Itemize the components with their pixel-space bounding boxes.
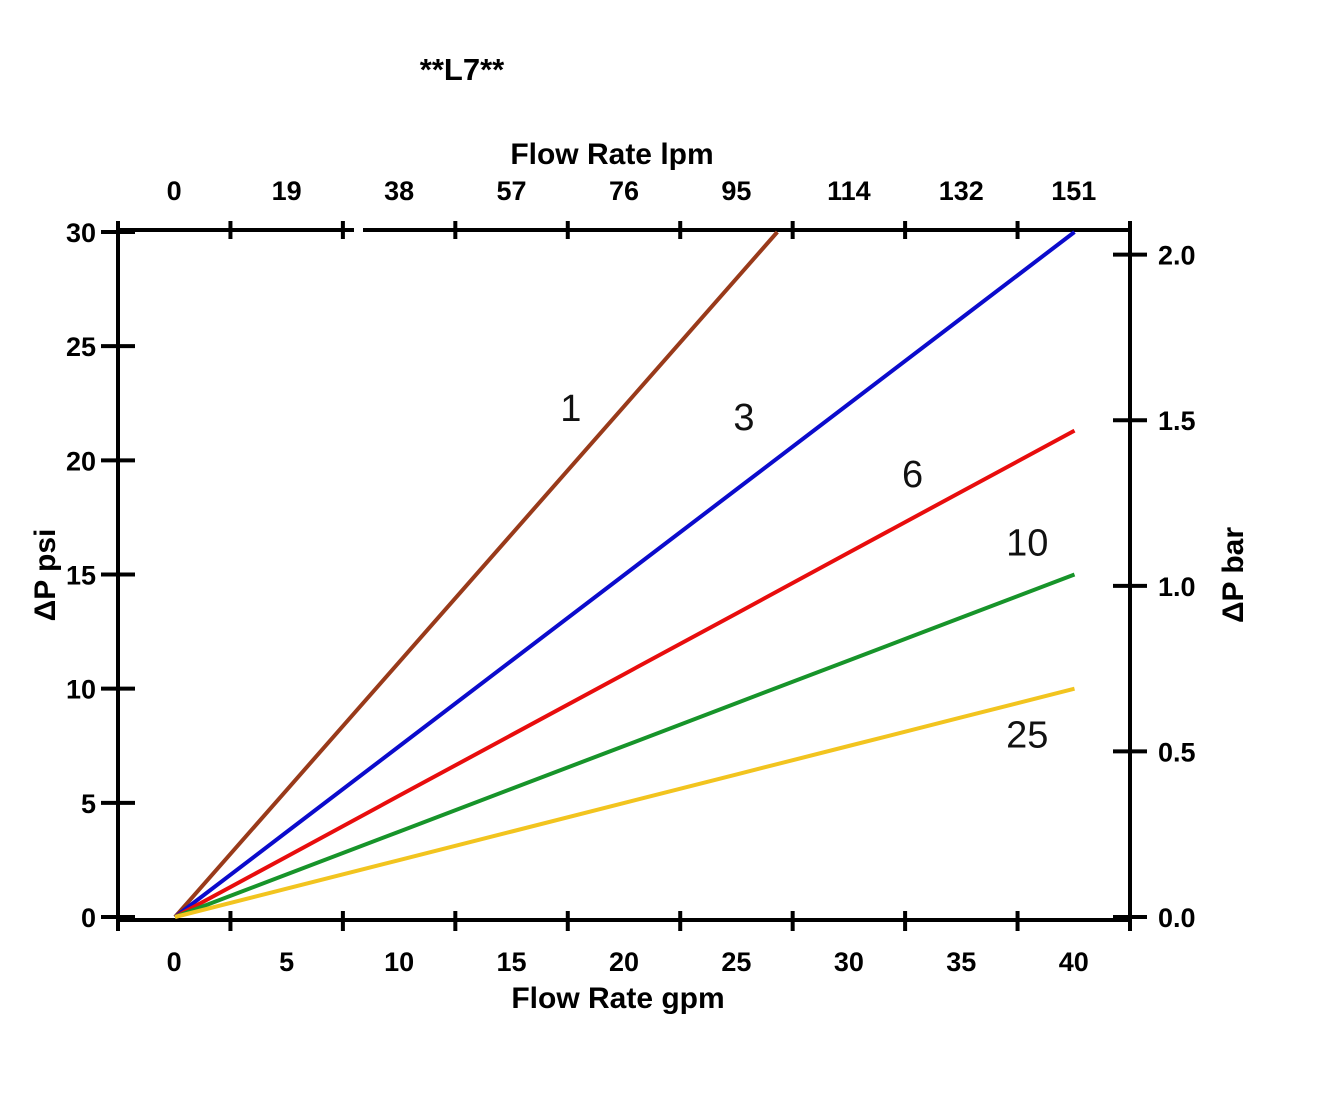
top-axis-break-artifact [354,226,363,235]
left-tick-label: 0 [81,903,96,933]
bottom-tick-label: 35 [946,947,976,977]
series-label-10-micron: 10 [1006,523,1048,565]
top-tick-label: 38 [384,176,414,206]
series-label-3-micron: 3 [733,397,754,439]
series-line-1-micron [173,230,779,919]
right-tick-label: 1.5 [1158,406,1196,436]
series-label-6-micron: 6 [902,454,923,496]
bottom-tick-label: 20 [609,947,639,977]
bottom-tick-label: 5 [279,947,294,977]
top-tick-label: 0 [167,176,182,206]
bottom-tick-label: 0 [167,947,182,977]
left-tick-label: 10 [66,675,96,705]
bottom-axis-title: Flow Rate gpm [511,982,724,1015]
right-tick-label: 1.0 [1158,572,1196,602]
top-tick-label: 114 [827,176,871,206]
right-tick-label: 0.5 [1158,737,1196,767]
series-label-1-micron: 1 [560,388,581,430]
top-axis-title: Flow Rate lpm [510,138,713,171]
top-tick-label: 76 [609,176,639,206]
left-tick-label: 25 [66,332,96,362]
right-axis-title: ΔP bar [1217,527,1250,623]
top-tick-label: 132 [939,176,984,206]
top-tick-label: 57 [497,176,527,206]
left-tick-label: 30 [66,218,96,248]
top-tick-label: 95 [721,176,751,206]
top-tick-label: 19 [272,176,302,206]
right-tick-label: 2.0 [1158,241,1196,271]
bottom-tick-label: 40 [1059,947,1089,977]
chart-title: **L7** [420,52,505,87]
top-tick-label: 151 [1051,176,1096,206]
bottom-tick-label: 30 [834,947,864,977]
right-tick-label: 0.0 [1158,903,1196,933]
left-axis-title: ΔP psi [29,529,62,622]
left-tick-label: 15 [66,561,96,591]
series-line-25-micron [174,686,1075,919]
series-line-6-micron [174,428,1076,919]
series-label-25-micron: 25 [1006,714,1048,756]
left-tick-label: 20 [66,446,96,476]
bottom-tick-label: 25 [721,947,751,977]
bottom-tick-label: 15 [497,947,527,977]
series-line-3-micron [173,230,1076,919]
bottom-tick-label: 10 [384,947,414,977]
left-tick-label: 5 [81,789,96,819]
series-line-10-micron [174,572,1076,919]
